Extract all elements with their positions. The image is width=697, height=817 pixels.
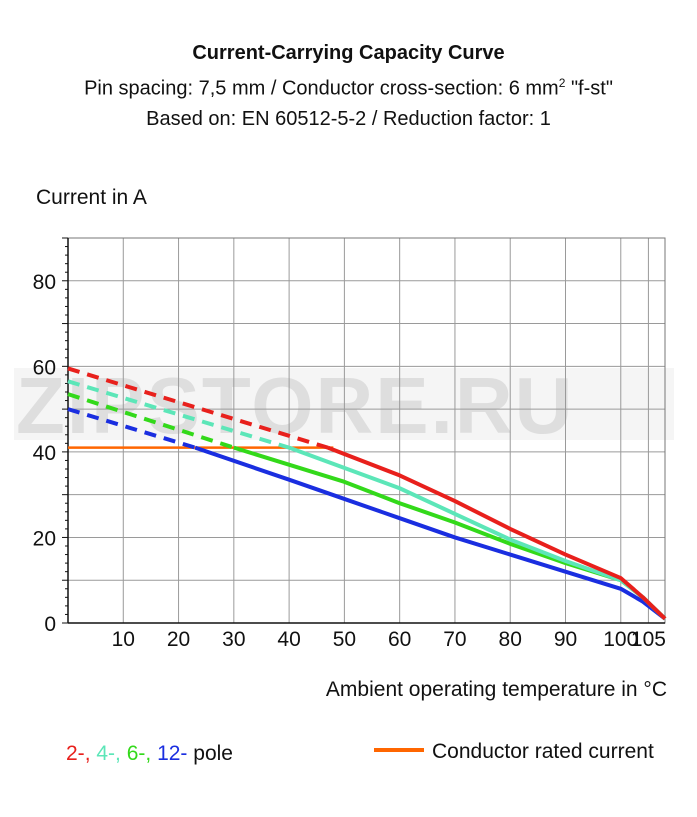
legend-pole-item: 12- bbox=[157, 742, 188, 765]
x-tick-label: 10 bbox=[112, 628, 135, 651]
legend-pole-item: , bbox=[145, 742, 158, 765]
series-6-pole-line bbox=[233, 445, 667, 621]
x-tick-label: 60 bbox=[388, 628, 411, 651]
y-tick-label: 20 bbox=[33, 527, 56, 550]
chart-title: Current-Carrying Capacity Curve bbox=[192, 42, 505, 64]
x-tick-label: 40 bbox=[277, 628, 300, 651]
series-12-pole-dashed-line bbox=[67, 407, 196, 450]
legend-rated-swatch bbox=[374, 748, 424, 753]
series-6-pole-dashed-line bbox=[67, 392, 235, 450]
y-tick-label: 0 bbox=[44, 613, 56, 636]
x-tick-label: 90 bbox=[554, 628, 577, 651]
legend-pole-item: 6- bbox=[126, 742, 146, 765]
legend-pole-item: , bbox=[115, 742, 127, 765]
subtitle-text: Pin spacing: 7,5 mm / Conductor cross-se… bbox=[84, 77, 559, 100]
series-12-pole-line bbox=[194, 445, 667, 621]
y-tick-label: 40 bbox=[33, 442, 56, 465]
y-axis-label: Current in A bbox=[36, 186, 147, 209]
x-tick-label: 100 bbox=[603, 628, 638, 651]
series-2-pole-line bbox=[327, 445, 667, 621]
series-2-pole-dashed-line bbox=[67, 366, 329, 450]
chart-subtitle-2: Based on: EN 60512-5-2 / Reduction facto… bbox=[146, 108, 551, 130]
subtitle-superscript: 2 bbox=[558, 76, 566, 90]
chart-subtitle: Pin spacing: 7,5 mm / Conductor cross-se… bbox=[0, 76, 697, 101]
x-tick-label: 105 bbox=[631, 628, 666, 651]
x-tick-label: 80 bbox=[499, 628, 522, 651]
legend-pole-item: 4- bbox=[96, 742, 116, 765]
y-tick-label: 60 bbox=[33, 356, 56, 379]
legend-pole-item: 2- bbox=[66, 742, 85, 765]
x-tick-label: 30 bbox=[222, 628, 245, 651]
legend-rated-label: Conductor rated current bbox=[432, 740, 654, 763]
subtitle-suffix: "f-st" bbox=[565, 77, 613, 100]
legend-rated-current: Conductor rated current bbox=[374, 740, 654, 764]
legend-pole-item: , bbox=[84, 742, 97, 765]
legend-pole-item: pole bbox=[187, 742, 233, 765]
x-tick-label: 50 bbox=[333, 628, 356, 651]
y-tick-label: 80 bbox=[33, 271, 56, 294]
x-tick-label: 20 bbox=[167, 628, 190, 651]
x-axis-label: Ambient operating temperature in °C bbox=[325, 678, 667, 701]
x-tick-label: 70 bbox=[443, 628, 466, 651]
legend-pole: 2-, 4-, 6-, 12- pole bbox=[66, 742, 233, 766]
